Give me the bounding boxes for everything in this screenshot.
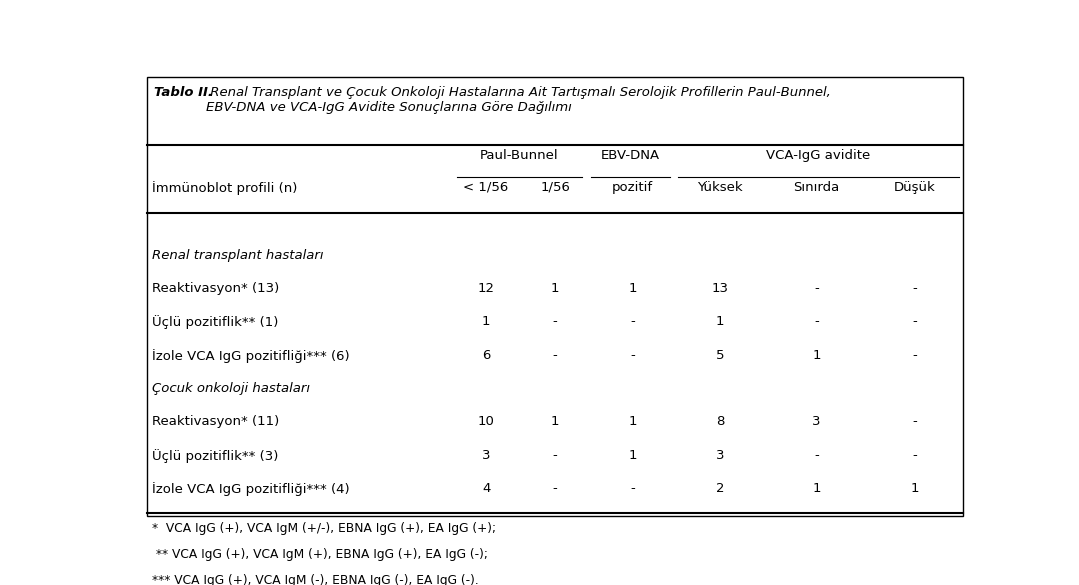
- Text: 1: 1: [911, 482, 919, 495]
- Text: -: -: [912, 282, 917, 295]
- Text: -: -: [552, 449, 558, 462]
- Text: Tablo II.: Tablo II.: [154, 86, 213, 99]
- Text: 8: 8: [716, 415, 724, 428]
- Text: Düşük: Düşük: [893, 181, 935, 194]
- Text: *** VCA IgG (+), VCA IgM (-), EBNA IgG (-), EA IgG (-).: *** VCA IgG (+), VCA IgM (-), EBNA IgG (…: [151, 574, 478, 585]
- Text: -: -: [814, 315, 819, 328]
- Text: 1: 1: [550, 282, 559, 295]
- Text: 5: 5: [716, 349, 724, 362]
- Text: -: -: [912, 415, 917, 428]
- Text: -: -: [552, 315, 558, 328]
- Text: 10: 10: [478, 415, 494, 428]
- Text: Paul-Bunnel: Paul-Bunnel: [480, 149, 559, 162]
- Text: Sınırda: Sınırda: [793, 181, 839, 194]
- Text: 1: 1: [482, 315, 490, 328]
- Text: 4: 4: [482, 482, 490, 495]
- Text: -: -: [630, 349, 634, 362]
- Text: 13: 13: [712, 282, 728, 295]
- Text: 1: 1: [716, 315, 724, 328]
- Text: -: -: [630, 315, 634, 328]
- Text: 1: 1: [628, 449, 637, 462]
- Text: -: -: [814, 449, 819, 462]
- Text: 6: 6: [482, 349, 490, 362]
- Text: ** VCA IgG (+), VCA IgM (+), EBNA IgG (+), EA IgG (-);: ** VCA IgG (+), VCA IgM (+), EBNA IgG (+…: [151, 548, 488, 560]
- Text: < 1/56: < 1/56: [464, 181, 508, 194]
- Text: Renal Transplant ve Çocuk Onkoloji Hastalarına Ait Tartışmalı Serolojik Profille: Renal Transplant ve Çocuk Onkoloji Hasta…: [206, 86, 831, 114]
- Text: İzole VCA IgG pozitifliği*** (4): İzole VCA IgG pozitifliği*** (4): [151, 482, 350, 496]
- Text: -: -: [814, 282, 819, 295]
- Text: Çocuk onkoloji hastaları: Çocuk onkoloji hastaları: [151, 382, 310, 395]
- Text: -: -: [552, 349, 558, 362]
- Text: Reaktivasyon* (11): Reaktivasyon* (11): [151, 415, 278, 428]
- Text: EBV-DNA: EBV-DNA: [601, 149, 660, 162]
- Text: -: -: [912, 449, 917, 462]
- Text: 1: 1: [812, 482, 821, 495]
- Text: Yüksek: Yüksek: [697, 181, 743, 194]
- Text: Renal transplant hastaları: Renal transplant hastaları: [151, 249, 323, 261]
- Text: 1: 1: [812, 349, 821, 362]
- Text: 1: 1: [628, 415, 637, 428]
- Text: 1: 1: [550, 415, 559, 428]
- Text: *  VCA IgG (+), VCA IgM (+/-), EBNA IgG (+), EA IgG (+);: * VCA IgG (+), VCA IgM (+/-), EBNA IgG (…: [151, 522, 495, 535]
- Text: 1: 1: [628, 282, 637, 295]
- Text: İmmünoblot profili (n): İmmünoblot profili (n): [151, 181, 297, 195]
- Text: pozitif: pozitif: [612, 181, 653, 194]
- Text: 3: 3: [812, 415, 821, 428]
- FancyBboxPatch shape: [148, 77, 962, 516]
- Text: -: -: [552, 482, 558, 495]
- Text: 12: 12: [478, 282, 494, 295]
- Text: Reaktivasyon* (13): Reaktivasyon* (13): [151, 282, 278, 295]
- Text: Üçlü pozitiflik** (3): Üçlü pozitiflik** (3): [151, 449, 278, 463]
- Text: -: -: [630, 482, 634, 495]
- Text: 1/56: 1/56: [541, 181, 570, 194]
- Text: -: -: [912, 315, 917, 328]
- Text: 2: 2: [716, 482, 724, 495]
- Text: İzole VCA IgG pozitifliği*** (6): İzole VCA IgG pozitifliği*** (6): [151, 349, 350, 363]
- Text: -: -: [912, 349, 917, 362]
- Text: 3: 3: [716, 449, 724, 462]
- Text: 3: 3: [482, 449, 490, 462]
- Text: VCA-IgG avidite: VCA-IgG avidite: [766, 149, 871, 162]
- Text: Üçlü pozitiflik** (1): Üçlü pozitiflik** (1): [151, 315, 278, 329]
